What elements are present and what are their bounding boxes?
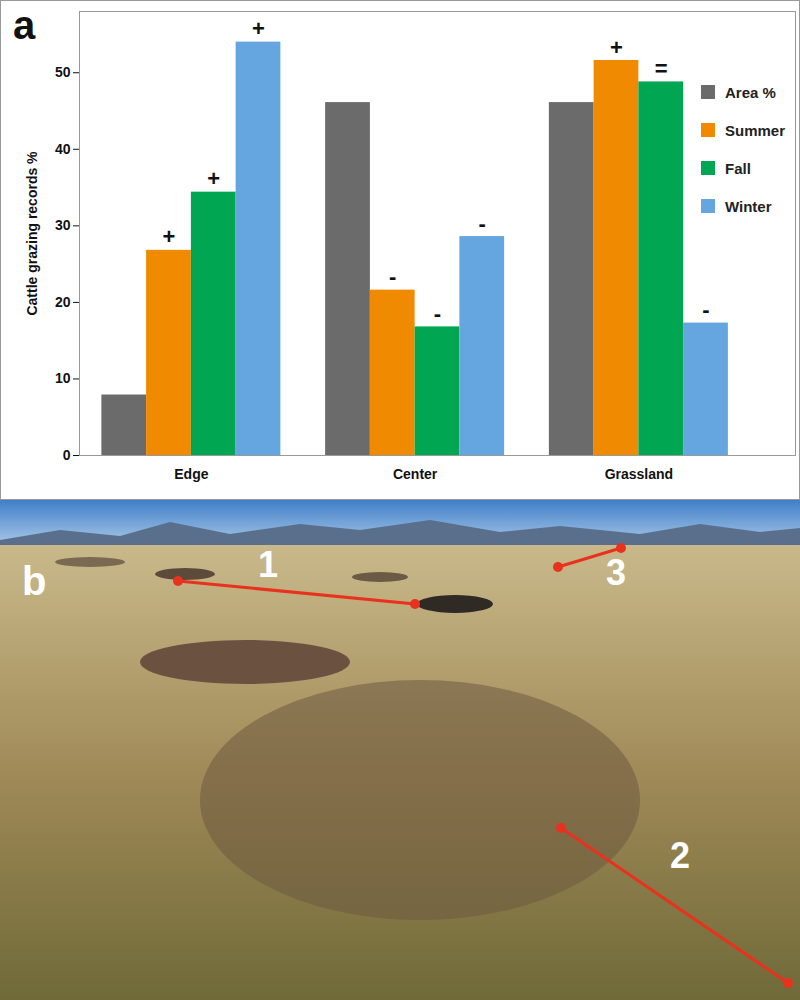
svg-text:=: = bbox=[655, 56, 668, 81]
svg-text:2: 2 bbox=[670, 835, 690, 876]
svg-text:30: 30 bbox=[55, 217, 71, 233]
svg-text:3: 3 bbox=[606, 552, 626, 593]
svg-text:Grassland: Grassland bbox=[605, 466, 673, 482]
svg-text:40: 40 bbox=[55, 141, 71, 157]
html-text:Fall: Fall bbox=[725, 159, 751, 177]
svg-text:-: - bbox=[389, 264, 396, 289]
svg-text:+: + bbox=[207, 166, 220, 191]
svg-text:1: 1 bbox=[258, 544, 278, 585]
svg-text:-: - bbox=[479, 211, 486, 236]
svg-text:b: b bbox=[22, 559, 46, 603]
svg-text:20: 20 bbox=[55, 294, 71, 310]
svg-text:+: + bbox=[163, 224, 176, 249]
html-text:Winter: Winter bbox=[725, 197, 772, 215]
svg-text:-: - bbox=[702, 297, 709, 322]
html-text:Area %: Area % bbox=[725, 83, 776, 101]
svg-text:Edge: Edge bbox=[174, 466, 208, 482]
svg-text:Cattle grazing records %: Cattle grazing records % bbox=[24, 151, 40, 316]
svg-text:+: + bbox=[610, 35, 623, 60]
svg-text:50: 50 bbox=[55, 64, 71, 80]
html-text:Summer: Summer bbox=[725, 121, 785, 139]
html-text:a: a bbox=[13, 3, 36, 47]
svg-text:-: - bbox=[434, 301, 441, 326]
svg-text:0: 0 bbox=[63, 447, 71, 463]
svg-text:+: + bbox=[252, 16, 265, 41]
svg-text:10: 10 bbox=[55, 370, 71, 386]
svg-text:Center: Center bbox=[393, 466, 438, 482]
